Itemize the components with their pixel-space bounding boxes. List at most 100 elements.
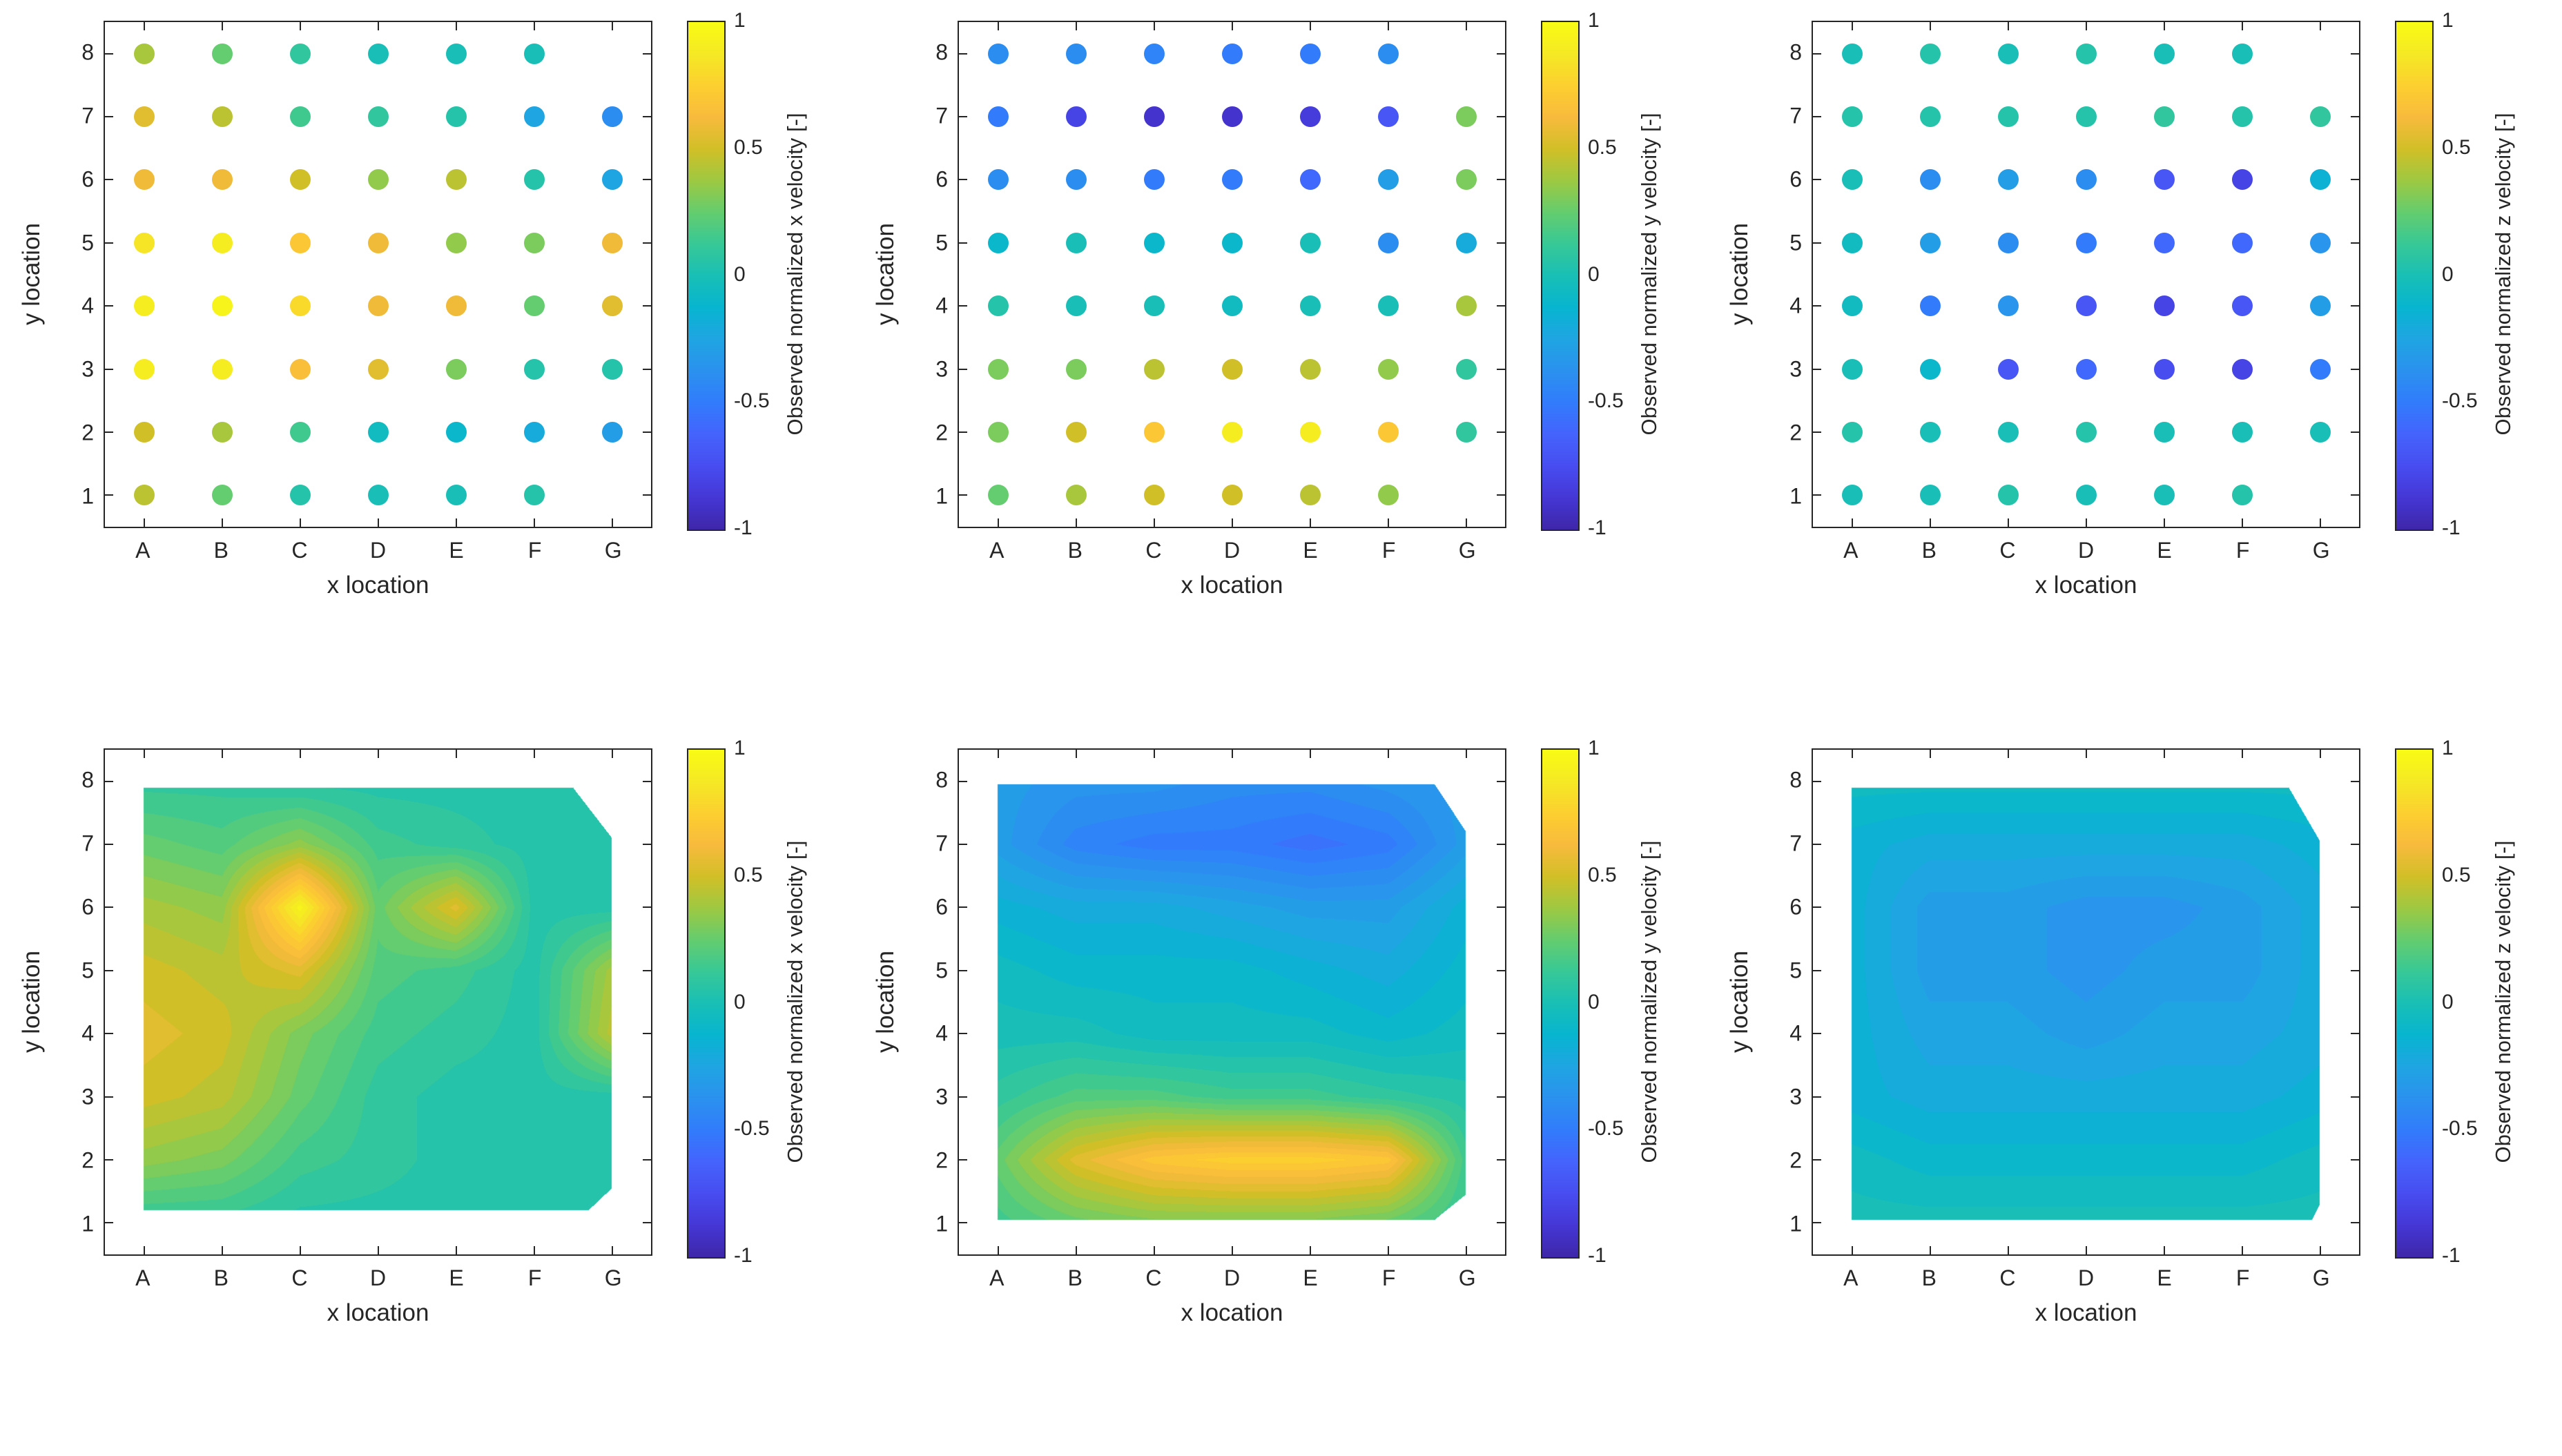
x-tick-label: C (291, 1265, 308, 1290)
data-point (1221, 358, 1243, 380)
y-tick-mark (643, 179, 651, 181)
y-tick-mark (1813, 494, 1821, 496)
data-point (1377, 232, 1399, 253)
y-tick-mark (2351, 494, 2359, 496)
x-tick-mark (611, 518, 613, 527)
y-tick-mark (959, 242, 967, 244)
data-point (1221, 295, 1243, 317)
x-tick-mark (221, 518, 223, 527)
y-tick-label: 6 (935, 166, 948, 192)
colorbar-tick-label: 0.5 (1588, 863, 1617, 886)
x-tick-mark (1153, 518, 1155, 527)
data-point (1997, 295, 2019, 317)
colorbar-label: Observed normalized x velocity [-] (783, 113, 807, 436)
y-tick-label: 3 (81, 1084, 94, 1109)
data-point (2153, 485, 2175, 506)
y-tick-label: 1 (935, 483, 948, 509)
data-point (2309, 358, 2331, 380)
colorbar (687, 21, 726, 531)
data-point (987, 43, 1009, 64)
x-tick-label: E (2157, 538, 2172, 563)
data-point (2075, 232, 2097, 253)
x-tick-mark (1387, 22, 1389, 30)
colorbar-tick-label: 0.5 (734, 863, 763, 886)
subplot-scatter-x-velocity: y location x location Observed normalize… (0, 0, 854, 728)
x-tick-label: A (135, 1265, 151, 1290)
x-tick-label: E (2157, 1265, 2172, 1290)
data-point (601, 421, 623, 443)
colorbar-tick-label: -1 (2442, 516, 2461, 539)
x-tick-mark (2241, 518, 2243, 527)
y-tick-label: 3 (1789, 356, 1802, 382)
data-point (445, 421, 467, 443)
data-point (1221, 485, 1243, 506)
y-tick-label: 2 (1789, 1147, 1802, 1173)
data-point (987, 485, 1009, 506)
y-tick-label: 8 (1789, 39, 1802, 65)
x-tick-label: G (2312, 538, 2330, 563)
y-tick-label: 7 (935, 831, 948, 856)
data-point (1841, 358, 1863, 380)
colorbar-tick-label: 0 (1588, 990, 1600, 1013)
x-axis-label: x location (2035, 572, 2137, 599)
data-point (601, 232, 623, 253)
data-point (1065, 43, 1087, 64)
y-tick-label: 6 (935, 894, 948, 920)
data-point (133, 232, 155, 253)
data-point (2075, 421, 2097, 443)
y-tick-mark (1813, 431, 1821, 433)
x-tick-mark (143, 22, 145, 30)
data-point (2231, 169, 2253, 191)
data-point (1919, 106, 1941, 128)
y-tick-label: 5 (1789, 958, 1802, 983)
y-tick-label: 6 (1789, 166, 1802, 192)
y-tick-label: 7 (1789, 831, 1802, 856)
data-point (1143, 232, 1165, 253)
x-tick-label: D (369, 1265, 387, 1290)
y-tick-mark (1813, 305, 1821, 307)
data-point (1143, 485, 1165, 506)
data-point (1455, 421, 1477, 443)
y-tick-label: 2 (935, 1147, 948, 1173)
data-point (1997, 485, 2019, 506)
data-point (289, 43, 311, 64)
colorbar-tick-label: -0.5 (734, 1117, 770, 1140)
data-point (367, 485, 389, 506)
colorbar-tick-label: 0.5 (2442, 863, 2471, 886)
x-tick-mark (1075, 22, 1077, 30)
colorbar-label: Observed normalized z velocity [-] (2491, 113, 2515, 436)
y-tick-mark (643, 52, 651, 55)
data-point (367, 421, 389, 443)
data-point (1065, 421, 1087, 443)
y-tick-label: 5 (1789, 230, 1802, 255)
plot-axes (958, 21, 1506, 528)
colorbar-tick-label: -0.5 (1588, 1117, 1624, 1140)
data-point (1919, 232, 1941, 253)
plot-axes (958, 748, 1506, 1256)
y-tick-label: 2 (81, 420, 94, 445)
y-tick-label: 1 (935, 1211, 948, 1236)
x-tick-label: E (1303, 538, 1318, 563)
x-tick-label: D (2077, 538, 2095, 563)
y-tick-label: 3 (81, 356, 94, 382)
data-point (2231, 295, 2253, 317)
x-tick-label: G (604, 1265, 622, 1290)
x-tick-label: F (2235, 538, 2250, 563)
y-tick-label: 8 (935, 767, 948, 793)
data-point (445, 106, 467, 128)
data-point (2231, 421, 2253, 443)
x-tick-mark (377, 518, 379, 527)
colorbar (1541, 21, 1580, 531)
data-point (2153, 169, 2175, 191)
data-point (1841, 485, 1863, 506)
x-tick-mark (2007, 518, 2009, 527)
colorbar-tick-label: 0 (2442, 262, 2454, 286)
data-point (289, 169, 311, 191)
y-tick-mark (643, 431, 651, 433)
colorbar-tick-label: -0.5 (734, 389, 770, 413)
data-point (1841, 106, 1863, 128)
y-tick-mark (959, 179, 967, 181)
data-point (1143, 106, 1165, 128)
y-tick-label: 1 (1789, 1211, 1802, 1236)
colorbar-tick-label: -0.5 (2442, 1117, 2478, 1140)
